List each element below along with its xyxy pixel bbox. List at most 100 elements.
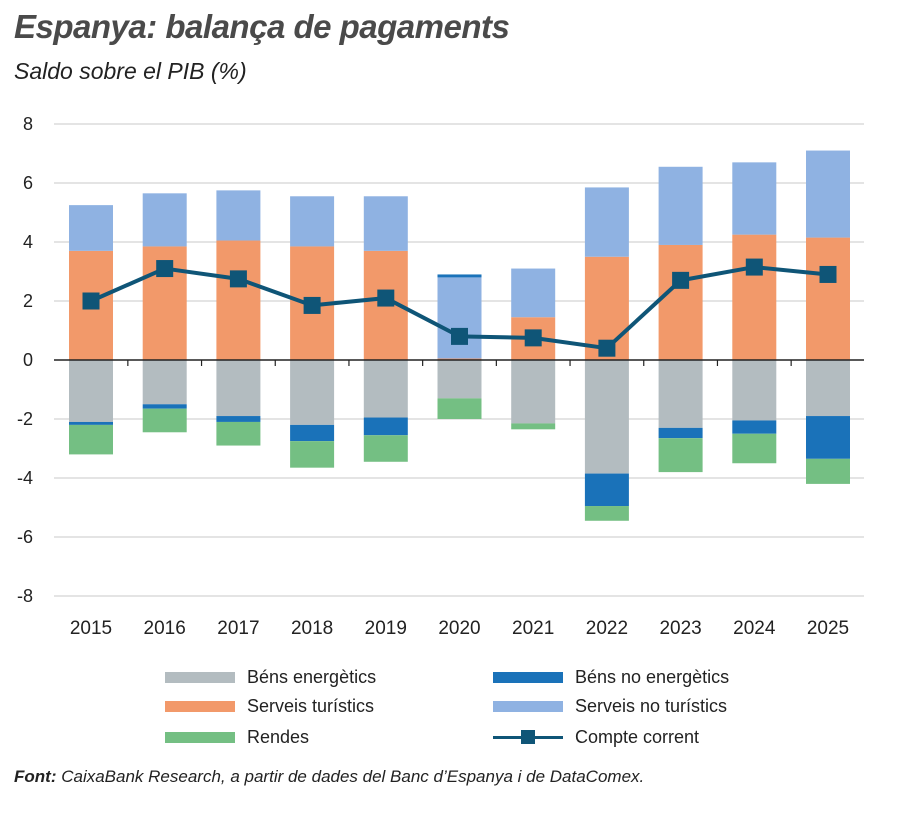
bars	[69, 150, 850, 521]
y-tick-label: 0	[23, 350, 33, 370]
legend-swatch-serveis-turistics	[165, 701, 235, 712]
chart-title: Espanya: balança de pagaments	[14, 8, 510, 45]
bar-bens-no-energetics-2016	[142, 404, 187, 409]
compte-corrent-point-2018	[303, 296, 321, 314]
bar-serveis-no-turistics-2025	[806, 150, 850, 238]
gridlines	[54, 123, 864, 597]
bar-serveis-turistics-2023	[658, 244, 703, 360]
bar-serveis-no-turistics-2018	[290, 196, 335, 247]
source-label: Font:	[14, 767, 57, 786]
bar-serveis-turistics-2017	[216, 240, 261, 360]
bar-bens-energetics-2017	[216, 360, 261, 417]
bar-bens-energetics-2015	[69, 360, 113, 422]
x-tick-label: 2017	[217, 618, 259, 639]
y-tick-label: -8	[17, 586, 33, 606]
bar-bens-no-energetics-2015	[69, 421, 113, 425]
bar-bens-no-energetics-2019	[363, 417, 408, 436]
legend-swatch-bens-energetics	[165, 672, 235, 683]
x-tick-label: 2020	[438, 618, 480, 639]
chart-subtitle: Saldo sobre el PIB (%)	[14, 58, 247, 84]
bar-bens-energetics-2022	[584, 360, 629, 474]
source-note: Font: CaixaBank Research, a partir de da…	[14, 767, 644, 787]
y-tick-label: 4	[23, 232, 33, 252]
bar-rendes-2015	[69, 424, 113, 455]
x-axis-ticks: 2015 2016 2017 2018 2019 2020 2021 2022 2023 2024…	[70, 618, 849, 639]
bar-serveis-no-turistics-2015	[69, 205, 113, 251]
bar-bens-energetics-2021	[511, 360, 556, 424]
legend-label-serveis-turistics: Serveis turístics	[247, 696, 375, 716]
bar-rendes-2018	[290, 441, 335, 468]
legend-swatch-serveis-no-turistics	[493, 701, 563, 712]
bar-bens-energetics-2020	[437, 360, 482, 399]
bar-bens-no-energetics-2024	[732, 420, 777, 434]
x-tick-label: 2021	[512, 618, 554, 639]
x-tick-label: 2018	[291, 618, 333, 639]
compte-corrent-point-2025	[819, 265, 837, 283]
bar-bens-energetics-2023	[658, 360, 703, 428]
bar-rendes-2019	[363, 435, 408, 462]
bar-bens-energetics-2018	[290, 360, 335, 425]
x-tick-label: 2019	[365, 618, 407, 639]
bar-bens-no-energetics-2017	[216, 416, 261, 422]
bar-bens-energetics-2024	[732, 360, 777, 421]
bar-rendes-2020	[437, 398, 482, 419]
compte-corrent-point-2020	[451, 327, 468, 345]
bar-bens-energetics-2019	[363, 360, 408, 418]
legend-label-bens-no-energetics: Béns no energètics	[575, 667, 730, 687]
x-tick-label: 2025	[807, 618, 849, 639]
y-tick-label: -4	[17, 468, 33, 488]
zero-axis	[54, 359, 864, 366]
bar-bens-no-energetics-2025	[806, 416, 850, 459]
compte-corrent-point-2016	[156, 260, 174, 278]
bar-bens-no-energetics-2020	[437, 274, 482, 278]
bar-bens-energetics-2025	[806, 360, 850, 417]
bar-serveis-no-turistics-2017	[216, 190, 261, 241]
bar-rendes-2016	[142, 408, 187, 433]
bar-serveis-turistics-2025	[806, 237, 850, 360]
bar-serveis-no-turistics-2016	[142, 193, 187, 247]
x-tick-label: 2016	[144, 618, 186, 639]
legend-marker-compte-corrent	[521, 730, 535, 744]
x-tick-label: 2023	[659, 618, 701, 639]
bar-bens-energetics-2016	[142, 360, 187, 405]
x-tick-label: 2024	[733, 618, 776, 639]
y-tick-label: -2	[17, 409, 33, 429]
bar-serveis-turistics-2024	[732, 234, 777, 360]
bar-serveis-no-turistics-2023	[658, 166, 703, 245]
y-tick-label: 2	[23, 291, 33, 311]
bar-serveis-no-turistics-2020	[437, 277, 482, 359]
bar-bens-no-energetics-2023	[658, 427, 703, 439]
y-tick-label: 8	[23, 114, 33, 134]
bar-bens-no-energetics-2018	[290, 424, 335, 442]
legend-label-compte-corrent: Compte corrent	[575, 727, 700, 747]
bar-rendes-2022	[584, 506, 629, 521]
bar-rendes-2024	[732, 433, 777, 464]
bar-bens-no-energetics-2022	[584, 473, 629, 507]
legend-swatch-rendes	[165, 732, 235, 743]
bar-serveis-no-turistics-2021	[511, 268, 556, 318]
compte-corrent-line	[82, 258, 837, 357]
compte-corrent-point-2023	[672, 271, 690, 289]
legend-swatch-bens-no-energetics	[493, 672, 563, 683]
bar-serveis-no-turistics-2024	[732, 162, 777, 235]
bar-rendes-2023	[658, 438, 703, 473]
bar-rendes-2021	[511, 423, 556, 430]
bar-rendes-2025	[806, 458, 850, 484]
compte-corrent-point-2021	[524, 329, 542, 347]
y-axis-ticks: 8 6 4 2 0 -2 -4 -6 -8	[17, 114, 33, 606]
compte-corrent-point-2024	[745, 258, 763, 276]
y-tick-label: 6	[23, 173, 33, 193]
legend-label-rendes: Rendes	[247, 727, 310, 747]
compte-corrent-point-2017	[229, 270, 247, 288]
compte-corrent-point-2022	[598, 339, 616, 357]
bar-rendes-2017	[216, 421, 261, 446]
compte-corrent-point-2019	[377, 289, 395, 307]
source-text: CaixaBank Research, a partir de dades de…	[56, 767, 645, 786]
bar-serveis-no-turistics-2019	[363, 196, 408, 251]
legend-label-bens-energetics: Béns energètics	[247, 667, 377, 687]
x-tick-label: 2015	[70, 618, 112, 639]
bar-serveis-no-turistics-2022	[584, 187, 629, 257]
x-tick-label: 2022	[586, 618, 628, 639]
compte-corrent-point-2015	[82, 292, 100, 310]
